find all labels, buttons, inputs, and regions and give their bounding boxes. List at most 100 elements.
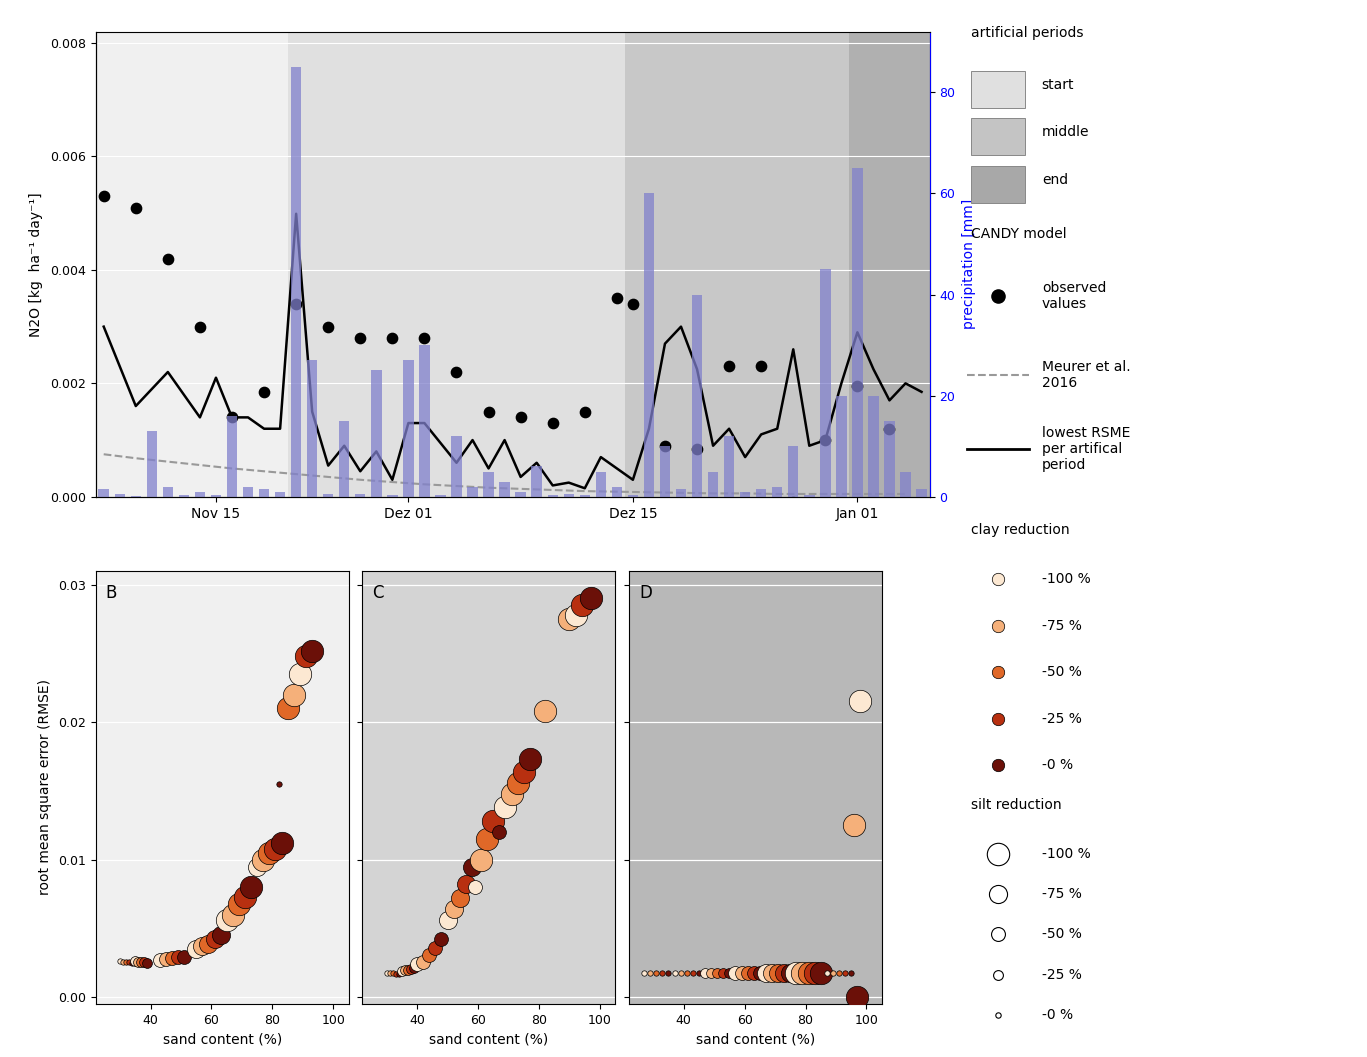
Point	[134, 953, 156, 970]
Point	[804, 965, 826, 982]
Point	[446, 364, 468, 381]
Point	[477, 404, 499, 421]
Point	[436, 912, 458, 929]
Point	[580, 590, 601, 607]
Point	[653, 438, 675, 455]
Bar	[708, 471, 718, 497]
Point	[463, 878, 485, 895]
Bar	[625, 32, 849, 497]
Point	[816, 965, 838, 982]
Point	[246, 858, 268, 875]
Point	[137, 954, 159, 971]
Point	[987, 966, 1009, 983]
Point	[725, 965, 746, 982]
Point	[513, 763, 534, 780]
Bar	[387, 496, 398, 497]
Point	[846, 988, 868, 1005]
Bar	[308, 360, 317, 497]
Bar	[98, 489, 109, 497]
Point	[815, 431, 837, 448]
Point	[379, 964, 401, 981]
Text: silt reduction: silt reduction	[971, 798, 1062, 812]
Point	[394, 962, 416, 979]
Point	[987, 1006, 1009, 1023]
Point	[204, 931, 226, 948]
Point	[786, 965, 808, 982]
Bar	[211, 496, 221, 497]
Point	[288, 666, 310, 683]
Point	[791, 965, 813, 982]
Text: CANDY model: CANDY model	[971, 227, 1066, 241]
Point	[476, 831, 498, 848]
Point	[782, 494, 804, 511]
Text: middle: middle	[1042, 125, 1089, 140]
Point	[675, 965, 697, 982]
Point	[719, 965, 741, 982]
Bar	[852, 168, 863, 497]
Point	[712, 965, 734, 982]
Point	[191, 938, 213, 954]
Text: lowest RSME
per artifical
period: lowest RSME per artifical period	[1042, 426, 1131, 472]
Point	[663, 965, 685, 982]
Point	[186, 941, 208, 958]
Bar	[675, 489, 686, 497]
Bar	[179, 496, 189, 497]
Point	[843, 817, 865, 834]
Point	[406, 956, 428, 972]
Point	[115, 953, 137, 970]
Point	[828, 965, 850, 982]
Point	[495, 799, 517, 816]
Point	[718, 358, 740, 375]
Text: Meurer et al.
2016: Meurer et al. 2016	[1042, 360, 1131, 390]
Point	[879, 421, 901, 438]
Point	[750, 358, 772, 375]
Point	[388, 965, 410, 982]
Point	[510, 409, 532, 426]
Point	[317, 318, 339, 335]
Point	[633, 965, 655, 982]
Point	[149, 951, 171, 968]
Bar	[725, 437, 734, 497]
Point	[987, 571, 1009, 588]
Point	[122, 954, 144, 971]
Point	[241, 878, 262, 895]
Point	[779, 965, 801, 982]
Point	[622, 296, 644, 313]
Point	[109, 952, 131, 969]
Bar	[772, 486, 782, 497]
Point	[767, 965, 789, 982]
Point	[987, 617, 1009, 634]
Point	[154, 950, 176, 967]
Y-axis label: precipitation [mm]: precipitation [mm]	[962, 199, 976, 330]
Point	[197, 935, 219, 952]
Bar	[403, 360, 414, 497]
Point	[488, 823, 510, 840]
Text: D: D	[638, 583, 652, 601]
Point	[645, 965, 667, 982]
Bar	[339, 421, 350, 497]
Point	[730, 965, 752, 982]
Bar	[916, 489, 927, 497]
Point	[470, 851, 492, 868]
Text: -0 %: -0 %	[1042, 758, 1073, 773]
Bar	[163, 486, 174, 497]
Text: observed
values: observed values	[1042, 281, 1106, 311]
Point	[167, 949, 189, 966]
Point	[448, 890, 470, 907]
Text: -50 %: -50 %	[1042, 927, 1081, 942]
Point	[271, 835, 293, 852]
Point	[276, 700, 298, 717]
Text: clay reduction: clay reduction	[971, 523, 1069, 537]
Point	[253, 851, 275, 868]
Point	[987, 926, 1009, 943]
Point	[834, 965, 856, 982]
Text: -25 %: -25 %	[1042, 967, 1081, 982]
Point	[686, 440, 708, 457]
Bar	[563, 495, 574, 497]
Point	[483, 813, 504, 830]
Point	[234, 888, 256, 905]
X-axis label: sand content (%): sand content (%)	[696, 1033, 815, 1046]
Point	[127, 953, 149, 970]
Bar	[227, 415, 238, 497]
Point	[228, 895, 250, 912]
